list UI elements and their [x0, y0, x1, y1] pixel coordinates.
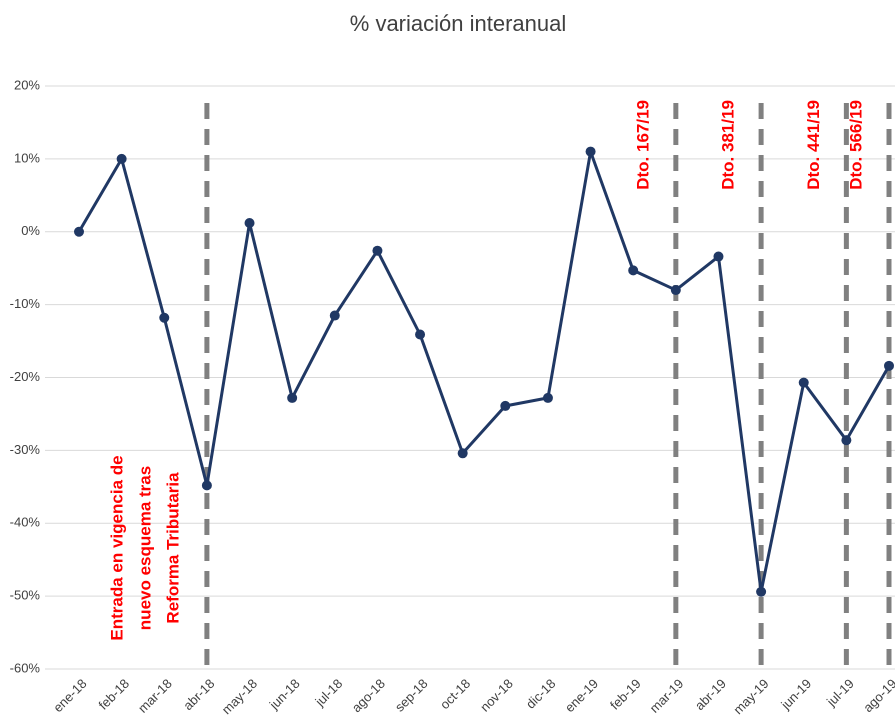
annotation: Dto. 381/19 [719, 100, 738, 190]
x-tick-label: oct-18 [437, 676, 473, 712]
x-tick-label: abr-18 [180, 676, 217, 713]
x-tick-label: sep-18 [392, 676, 431, 715]
y-tick-label: -60% [10, 660, 41, 675]
data-point [329, 310, 340, 321]
data-point [500, 400, 511, 411]
x-tick-label: abr-19 [692, 676, 729, 713]
x-tick-label: jul-18 [312, 676, 346, 710]
x-tick-label: jul-19 [823, 676, 857, 710]
data-point [201, 480, 212, 491]
data-point [244, 218, 255, 229]
data-point [457, 448, 468, 459]
data-point [542, 392, 553, 403]
y-tick-label: -10% [10, 296, 41, 311]
annotation: Dto. 566/19 [846, 100, 865, 190]
data-point [756, 586, 767, 597]
data-point [628, 265, 639, 276]
x-tick-label: mar-19 [647, 676, 687, 716]
x-tick-label: feb-19 [607, 676, 644, 713]
data-point [287, 392, 298, 403]
data-point [372, 245, 383, 256]
data-point [713, 251, 724, 262]
y-tick-label: -30% [10, 442, 41, 457]
chart-title: % variación interanual [350, 11, 566, 36]
data-point [116, 153, 127, 164]
data-point [159, 312, 170, 323]
data-point [585, 146, 596, 157]
data-point [74, 226, 84, 237]
x-tick-label: ene-18 [50, 676, 89, 715]
annotation: nuevo esquema tras [135, 466, 154, 630]
x-tick-label: ene-19 [562, 676, 601, 715]
x-tick-label: nov-18 [477, 676, 516, 715]
x-tick-label: may-19 [730, 676, 771, 717]
annotation: Reforma Tributaria [163, 472, 182, 624]
x-tick-label: ago-18 [349, 676, 388, 715]
x-tick-label: ago-19 [860, 676, 895, 715]
x-tick-label: may-18 [219, 676, 260, 717]
annotation: Dto. 441/19 [804, 100, 823, 190]
x-tick-label: dic-18 [523, 676, 559, 712]
data-point [670, 285, 681, 296]
x-tick-label: feb-18 [96, 676, 133, 713]
data-point [884, 360, 894, 371]
x-tick-label: mar-18 [135, 676, 175, 716]
annotation: Dto. 167/19 [633, 100, 652, 190]
annotation: Entrada en vigencia de [107, 455, 126, 640]
series-line [77, 150, 891, 594]
x-tick-label: jun-18 [266, 676, 303, 713]
data-point [841, 435, 852, 446]
y-tick-label: 0% [21, 223, 40, 238]
y-tick-label: -40% [10, 515, 41, 530]
data-point [415, 329, 426, 340]
x-tick-label: jun-19 [777, 676, 814, 713]
data-point [798, 377, 809, 388]
y-tick-label: 20% [14, 77, 40, 92]
y-tick-label: -20% [10, 369, 41, 384]
y-tick-label: 10% [14, 150, 40, 165]
y-tick-label: -50% [10, 588, 41, 603]
